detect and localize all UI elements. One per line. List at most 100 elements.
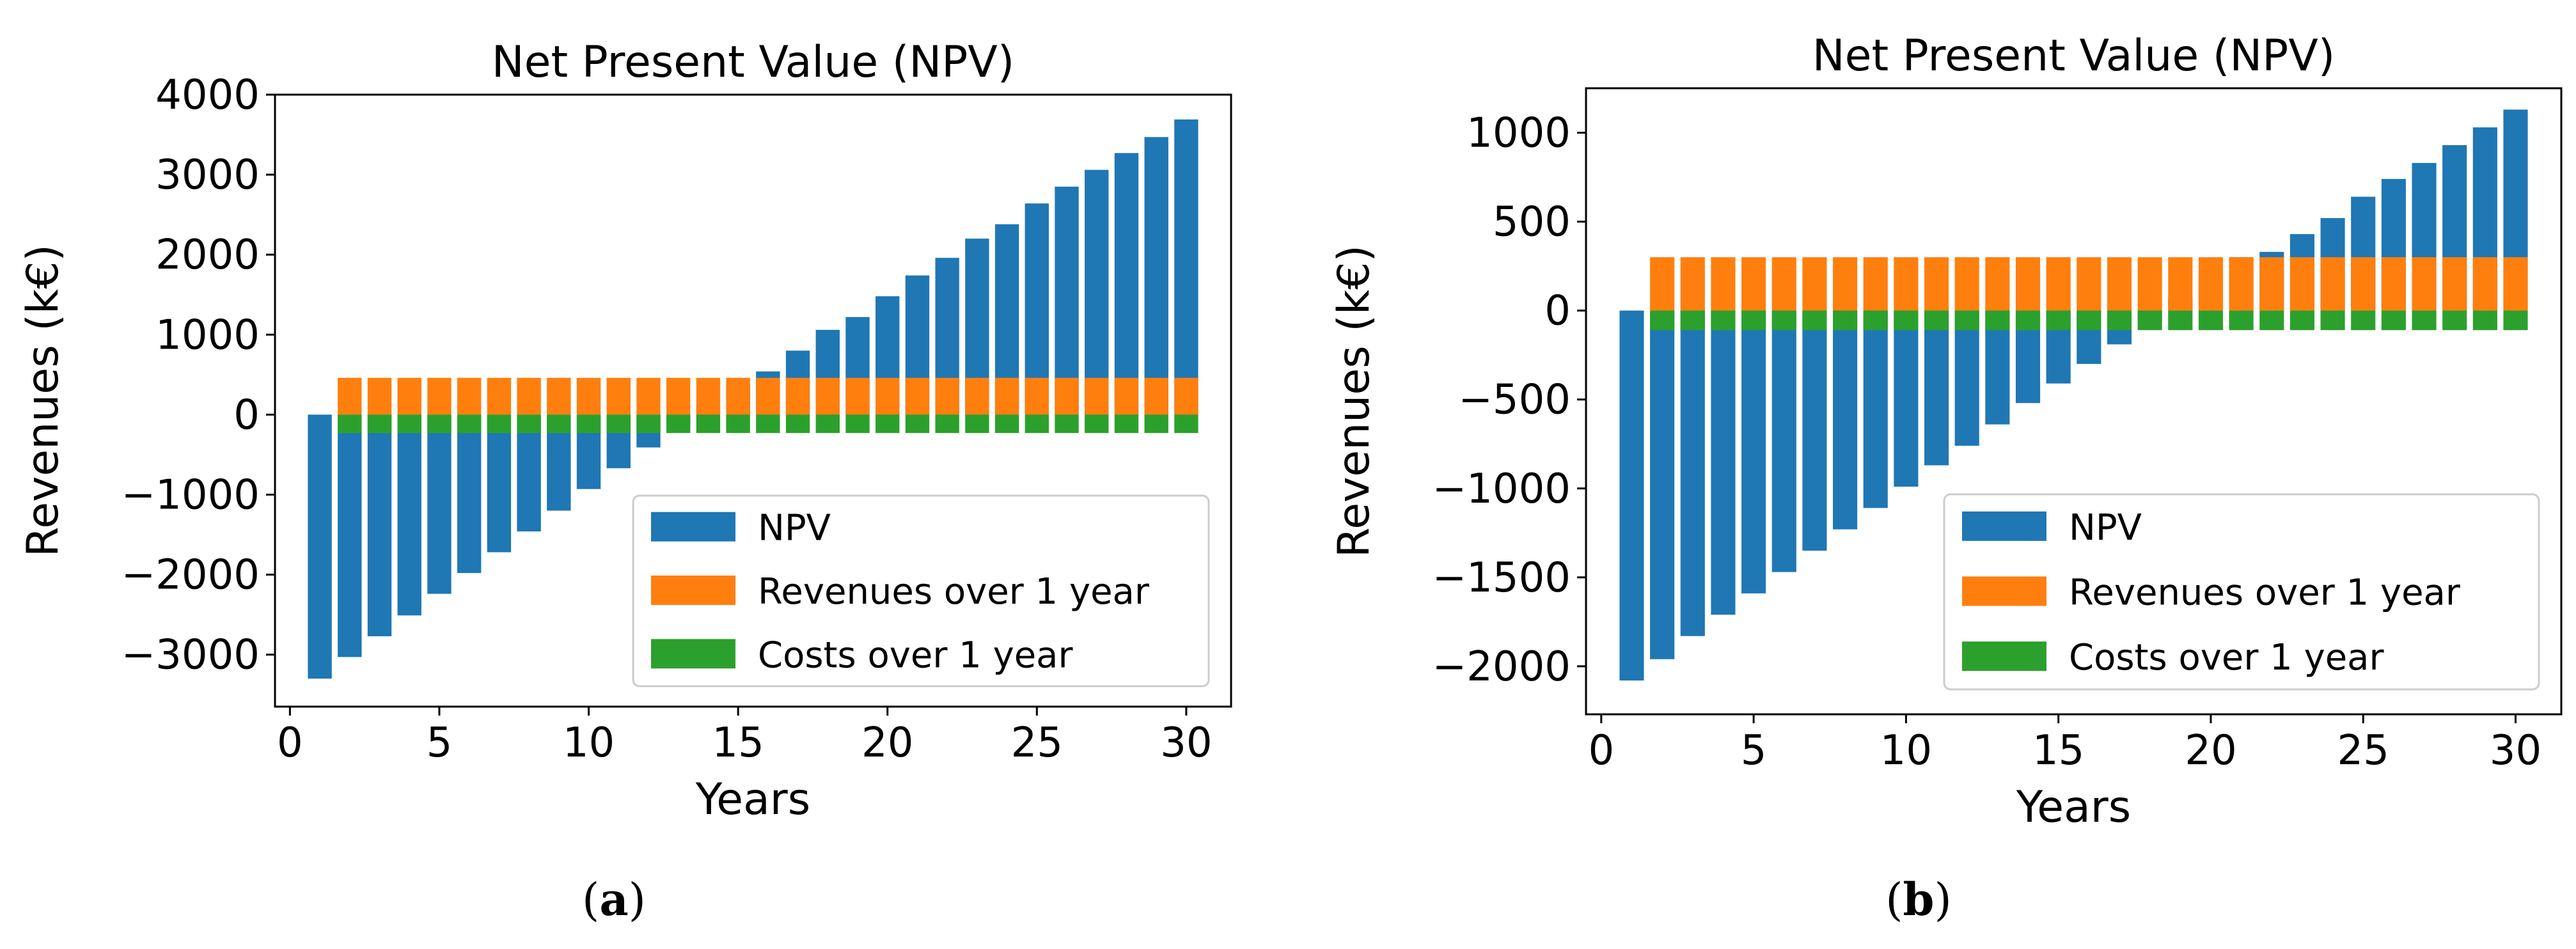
- bar-b-s2-26: [2381, 310, 2406, 331]
- ytick-label-a-4: 1000: [155, 311, 260, 359]
- bar-b-s0-6: [1771, 310, 1796, 572]
- legend-swatch-b-2: [1962, 641, 2046, 671]
- ytick-label-b-1: −1500: [1433, 554, 1571, 602]
- legend-label-b-1: Revenues over 1 year: [2069, 572, 2461, 614]
- bar-a-s2-30: [1174, 414, 1198, 434]
- bar-a-s0-29: [1144, 137, 1168, 415]
- chart-panel-b: 0 5 10 15 20 25 30 −2000 −1500 −1000 −500 0 500 1000 N…: [1329, 31, 2563, 833]
- xtick-label-b-4: 20: [2185, 727, 2236, 774]
- bar-b-s2-29: [2472, 310, 2497, 331]
- bar-a-s1-19: [845, 377, 870, 415]
- bar-a-s1-4: [397, 377, 421, 415]
- bar-a-s2-15: [726, 414, 750, 434]
- bar-a-s0-2: [338, 414, 362, 657]
- bar-b-s2-27: [2412, 310, 2437, 331]
- bar-b-s1-25: [2351, 257, 2376, 311]
- legend-box-b: [1943, 493, 2540, 691]
- bar-a-s2-16: [756, 414, 780, 434]
- bar-a-s1-13: [666, 377, 691, 415]
- caption-b-letter: b: [1903, 873, 1935, 926]
- bar-b-s2-22: [2259, 310, 2284, 331]
- bar-b-s1-14: [2015, 257, 2041, 311]
- bar-a-s1-12: [636, 377, 661, 415]
- y-axis-label-a: Revenues (k€): [18, 244, 68, 557]
- bar-b-s1-5: [1741, 257, 1766, 311]
- bar-b-s0-11: [1924, 310, 1949, 466]
- bar-a-s2-29: [1144, 414, 1168, 434]
- bar-b-s0-2: [1650, 310, 1675, 659]
- caption-b-close: ): [1934, 874, 1952, 926]
- xtick-label-a-1: 5: [427, 719, 453, 767]
- plot-frame-b: [1585, 87, 2563, 716]
- bar-a-s0-27: [1085, 169, 1109, 415]
- bar-b-s0-3: [1680, 310, 1705, 636]
- bar-a-s1-10: [576, 377, 601, 415]
- bar-b-s2-18: [2137, 310, 2162, 331]
- bar-a-s1-15: [726, 377, 750, 415]
- bar-a-s1-27: [1085, 377, 1109, 415]
- bar-a-s2-2: [338, 414, 362, 434]
- bar-b-s0-12: [1954, 310, 1979, 446]
- ytick-label-a-6: 3000: [155, 152, 260, 199]
- bar-b-s1-8: [1833, 257, 1858, 311]
- xtick-label-a-5: 25: [1011, 719, 1063, 767]
- bar-b-s2-5: [1741, 310, 1766, 331]
- bar-a-s1-3: [367, 377, 392, 415]
- bar-b-s1-18: [2137, 257, 2162, 311]
- bar-b-s1-11: [1924, 257, 1949, 311]
- bar-b-s1-10: [1894, 257, 1919, 311]
- legend-swatch-a-1: [651, 576, 735, 605]
- caption-a: (a): [550, 873, 678, 926]
- bar-a-s0-28: [1114, 153, 1139, 415]
- ytick-label-b-6: 1000: [1466, 110, 1571, 157]
- ytick-label-b-0: −2000: [1433, 643, 1571, 691]
- bar-a-s2-22: [935, 414, 959, 434]
- bar-a-s1-23: [965, 377, 989, 415]
- bar-b-s1-9: [1863, 257, 1888, 311]
- chart-title-a: Net Present Value (NPV): [492, 37, 1015, 88]
- bar-a-s2-10: [576, 414, 601, 434]
- bar-a-s1-11: [606, 377, 631, 415]
- bar-a-s2-8: [517, 414, 541, 434]
- ytick-label-b-2: −1000: [1433, 466, 1571, 513]
- bar-a-s1-16: [756, 377, 780, 415]
- ytick-label-b-3: −500: [1458, 377, 1571, 424]
- ytick-label-b-5: 500: [1493, 199, 1571, 246]
- bar-a-s1-20: [876, 377, 900, 415]
- xtick-label-a-4: 20: [861, 719, 913, 767]
- caption-a-letter: a: [599, 873, 629, 926]
- bar-a-s1-18: [815, 377, 840, 415]
- caption-b-open: (: [1885, 874, 1903, 926]
- chart-panel-a: 0 5 10 15 20 25 30 −3000 −2000 −1000 0 1000 2000 3000…: [18, 37, 1232, 825]
- legend-label-a-1: Revenues over 1 year: [758, 571, 1150, 613]
- bar-a-s2-25: [1025, 414, 1049, 434]
- bar-b-s1-23: [2289, 257, 2314, 311]
- bar-b-s2-23: [2289, 310, 2314, 331]
- bar-b-s2-24: [2320, 310, 2345, 331]
- bar-b-s1-16: [2077, 257, 2101, 311]
- bar-a-s0-3: [367, 414, 392, 636]
- bar-a-s1-17: [785, 377, 810, 415]
- bar-b-s2-10: [1894, 310, 1919, 331]
- bar-a-s2-5: [427, 414, 452, 434]
- bar-b-s2-16: [2077, 310, 2101, 331]
- bar-a-s1-21: [905, 377, 930, 415]
- xtick-label-b-6: 30: [2490, 727, 2541, 774]
- x-axis-label-b: Years: [2016, 782, 2131, 833]
- bar-a-s2-6: [457, 414, 482, 434]
- bar-a-s2-11: [606, 414, 631, 434]
- bar-a-s2-20: [876, 414, 900, 434]
- bar-a-s2-21: [905, 414, 930, 434]
- plot-frame-a: [274, 93, 1232, 708]
- xtick-label-b-1: 5: [1741, 727, 1767, 774]
- xtick-label-b-0: 0: [1588, 727, 1614, 774]
- legend-swatch-a-0: [651, 512, 735, 542]
- bar-a-s1-25: [1025, 377, 1049, 415]
- bar-b-s2-14: [2015, 310, 2041, 331]
- bar-b-s1-4: [1711, 257, 1736, 311]
- bar-b-s2-17: [2107, 310, 2132, 331]
- bar-b-s0-9: [1863, 310, 1888, 508]
- ytick-label-a-1: −2000: [122, 552, 260, 599]
- bar-a-s1-29: [1144, 377, 1168, 415]
